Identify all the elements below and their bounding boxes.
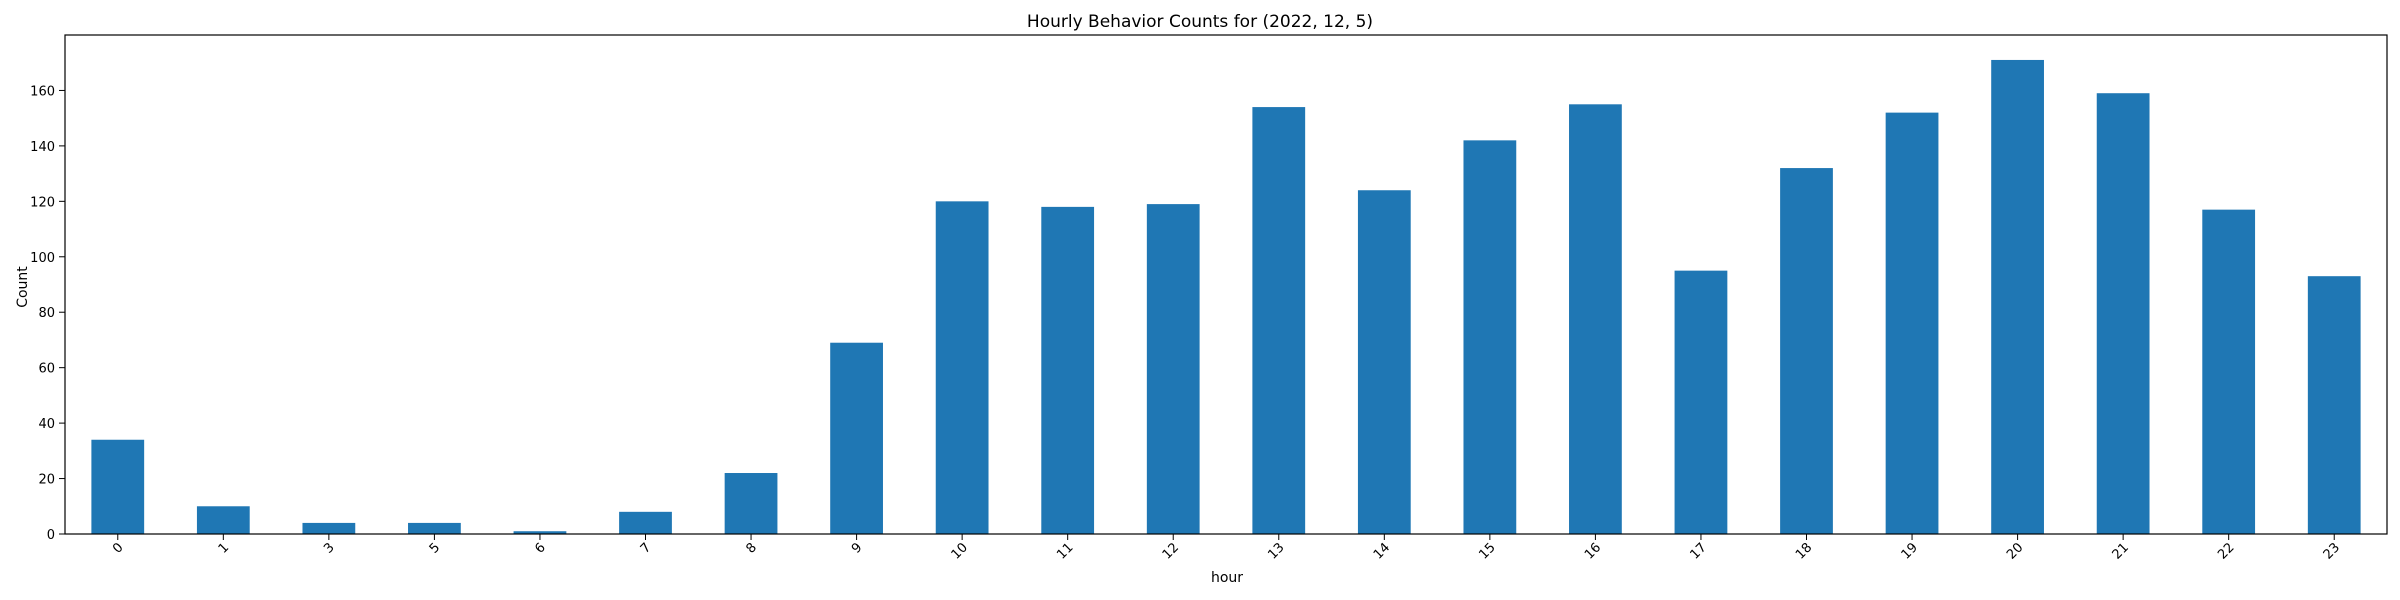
x-tick-label: 17	[1687, 540, 1709, 562]
bar-hour-6	[513, 531, 567, 534]
x-tick-label: 5	[427, 540, 443, 556]
x-tick-label: 7	[638, 540, 654, 556]
x-axis-label: hour	[1211, 570, 1243, 586]
x-tick-label: 19	[1899, 540, 1921, 562]
x-tick-label: 0	[110, 540, 126, 556]
x-tick-label: 6	[532, 540, 548, 556]
y-axis-label: Count	[15, 266, 31, 308]
x-tick-label: 16	[1582, 540, 1604, 562]
x-tick-label: 3	[321, 540, 337, 556]
plot-frame	[64, 34, 2388, 535]
x-tick-label: 9	[849, 540, 865, 556]
bar-hour-7	[619, 511, 672, 534]
bar-hour-8	[724, 473, 778, 534]
bar-hour-17	[1674, 270, 1728, 534]
bar-hour-12	[1146, 204, 1200, 534]
bar-hour-9	[830, 342, 883, 534]
bar-hour-14	[1357, 190, 1411, 534]
bar-hour-19	[1885, 112, 1939, 534]
y-tick-label: 40	[38, 417, 55, 432]
bar-hour-5	[408, 522, 461, 534]
bars-group	[91, 59, 2361, 535]
y-tick-label: 160	[30, 84, 55, 99]
bar-hour-3	[302, 522, 356, 534]
bar-hour-11	[1041, 206, 1095, 534]
y-tick-label: 60	[38, 362, 55, 377]
bar-hour-23	[2307, 276, 2361, 534]
x-tick-label: 14	[1371, 540, 1393, 562]
y-tick-label: 100	[30, 251, 55, 266]
bar-hour-21	[2096, 93, 2150, 534]
bar-hour-20	[1991, 59, 2044, 534]
bar-hour-13	[1252, 107, 1306, 535]
y-ticks-group: 0 20 40 60 80 100 120 140 160	[30, 84, 65, 543]
x-ticks-group: 0 1 3 5 6 7 8 9 10 11 12 13 14 15 16 17 18 19 20 21 22 23	[110, 534, 2343, 563]
bar-hour-16	[1569, 104, 1622, 535]
bar-hour-10	[935, 201, 989, 535]
x-tick-label: 11	[1054, 540, 1076, 562]
y-tick-label: 0	[47, 528, 55, 543]
x-tick-label: 18	[1793, 540, 1815, 562]
y-tick-label: 120	[30, 195, 55, 210]
x-tick-label: 1	[216, 540, 232, 556]
y-axis-label-group: Count	[15, 266, 31, 308]
bar-hour-22	[2202, 209, 2256, 534]
y-tick-label: 20	[38, 473, 55, 488]
x-tick-label: 10	[949, 540, 971, 562]
x-tick-label: 22	[2215, 540, 2237, 562]
x-tick-label: 20	[2004, 540, 2026, 562]
x-tick-label: 15	[1476, 540, 1498, 562]
y-tick-label: 80	[38, 306, 55, 321]
x-tick-label: 21	[2110, 540, 2132, 562]
y-tick-label: 140	[30, 140, 55, 155]
x-tick-label: 13	[1265, 540, 1287, 562]
bar-hour-0	[91, 439, 145, 534]
x-tick-label: 23	[2321, 540, 2343, 562]
x-tick-label: 12	[1160, 540, 1182, 562]
bar-hour-15	[1463, 140, 1517, 534]
x-tick-label: 8	[743, 540, 759, 556]
chart-title: Hourly Behavior Counts for (2022, 12, 5)	[1027, 12, 1373, 32]
bar-hour-1	[196, 506, 250, 534]
bar-hour-18	[1780, 168, 1833, 535]
